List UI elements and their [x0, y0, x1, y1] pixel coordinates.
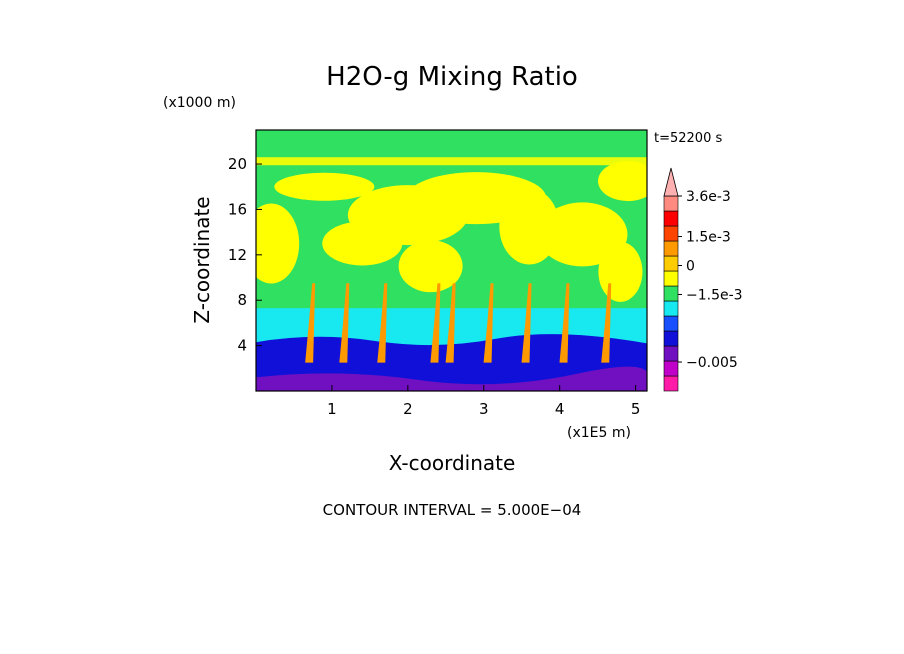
colorbar-swatch — [663, 225, 679, 242]
colorbar-label: 0 — [686, 259, 695, 275]
plume-stem — [521, 283, 532, 363]
yellow-region — [598, 161, 647, 202]
x-tick-label: 4 — [555, 400, 565, 418]
yellow-region — [398, 240, 463, 293]
yellow-region — [274, 172, 375, 201]
colorbar-label: 1.5e-3 — [686, 230, 731, 246]
y-axis: 4 8 12 16 20 — [228, 155, 262, 355]
colorbar-swatch — [663, 360, 679, 377]
plume-stem — [601, 283, 612, 363]
plume-stem — [305, 283, 316, 363]
colorbar — [663, 167, 679, 392]
colorbar-label: −0.005 — [686, 355, 738, 371]
y-tick-label: 16 — [228, 200, 247, 218]
plume-stem — [445, 283, 456, 363]
yellow-region — [598, 241, 643, 302]
yellow-region — [256, 203, 300, 284]
colorbar-swatch — [663, 255, 679, 272]
colorbar-label: 3.6e-3 — [686, 189, 731, 205]
plume-stem — [339, 283, 350, 363]
y-tick-label: 12 — [228, 246, 247, 264]
plume-stem — [377, 283, 388, 363]
y-tick-label: 8 — [237, 291, 247, 309]
x-tick-label: 2 — [403, 400, 413, 418]
x-tick-label: 1 — [327, 400, 337, 418]
x-axis-label: X-coordinate — [389, 451, 516, 475]
yellow-band-20km — [256, 157, 647, 166]
colorbar-swatch — [663, 330, 679, 347]
contour-interval-text: CONTOUR INTERVAL = 5.000E−04 — [323, 501, 582, 519]
time-label: t=52200 s — [654, 131, 722, 146]
plume-stem — [559, 283, 570, 363]
colorbar-arrow — [663, 167, 679, 197]
colorbar-swatch — [663, 240, 679, 257]
plot-area — [256, 130, 647, 391]
yellow-region — [537, 202, 628, 267]
plume-stem — [430, 283, 441, 363]
colorbar-labels: 3.6e-3 1.5e-3 0 −1.5e-3 −0.005 — [678, 189, 743, 371]
plot-frame — [255, 129, 648, 392]
colorbar-swatch — [663, 270, 679, 287]
plume-stem — [483, 283, 494, 363]
x-scale-label: (x1E5 m) — [567, 425, 631, 441]
colorbar-swatch — [663, 345, 679, 362]
colorbar-swatch — [663, 315, 679, 332]
x-axis: 1 2 3 4 5 — [327, 385, 640, 418]
x-tick-label: 3 — [479, 400, 489, 418]
y-tick-label: 20 — [228, 155, 247, 173]
colorbar-swatch — [663, 285, 679, 302]
colorbar-swatch — [663, 195, 679, 212]
y-tick-label: 4 — [237, 337, 247, 355]
y-axis-label: Z-coordinate — [190, 196, 214, 323]
band-purple — [256, 366, 647, 391]
colorbar-label: −1.5e-3 — [686, 287, 743, 303]
field-blobs — [256, 157, 647, 391]
chart-title: H2O-g Mixing Ratio — [326, 62, 578, 92]
colorbar-swatch — [663, 375, 679, 392]
y-scale-label: (x1000 m) — [163, 95, 236, 111]
x-tick-label: 5 — [631, 400, 641, 418]
colorbar-swatch — [663, 300, 679, 317]
colorbar-swatch — [663, 210, 679, 227]
